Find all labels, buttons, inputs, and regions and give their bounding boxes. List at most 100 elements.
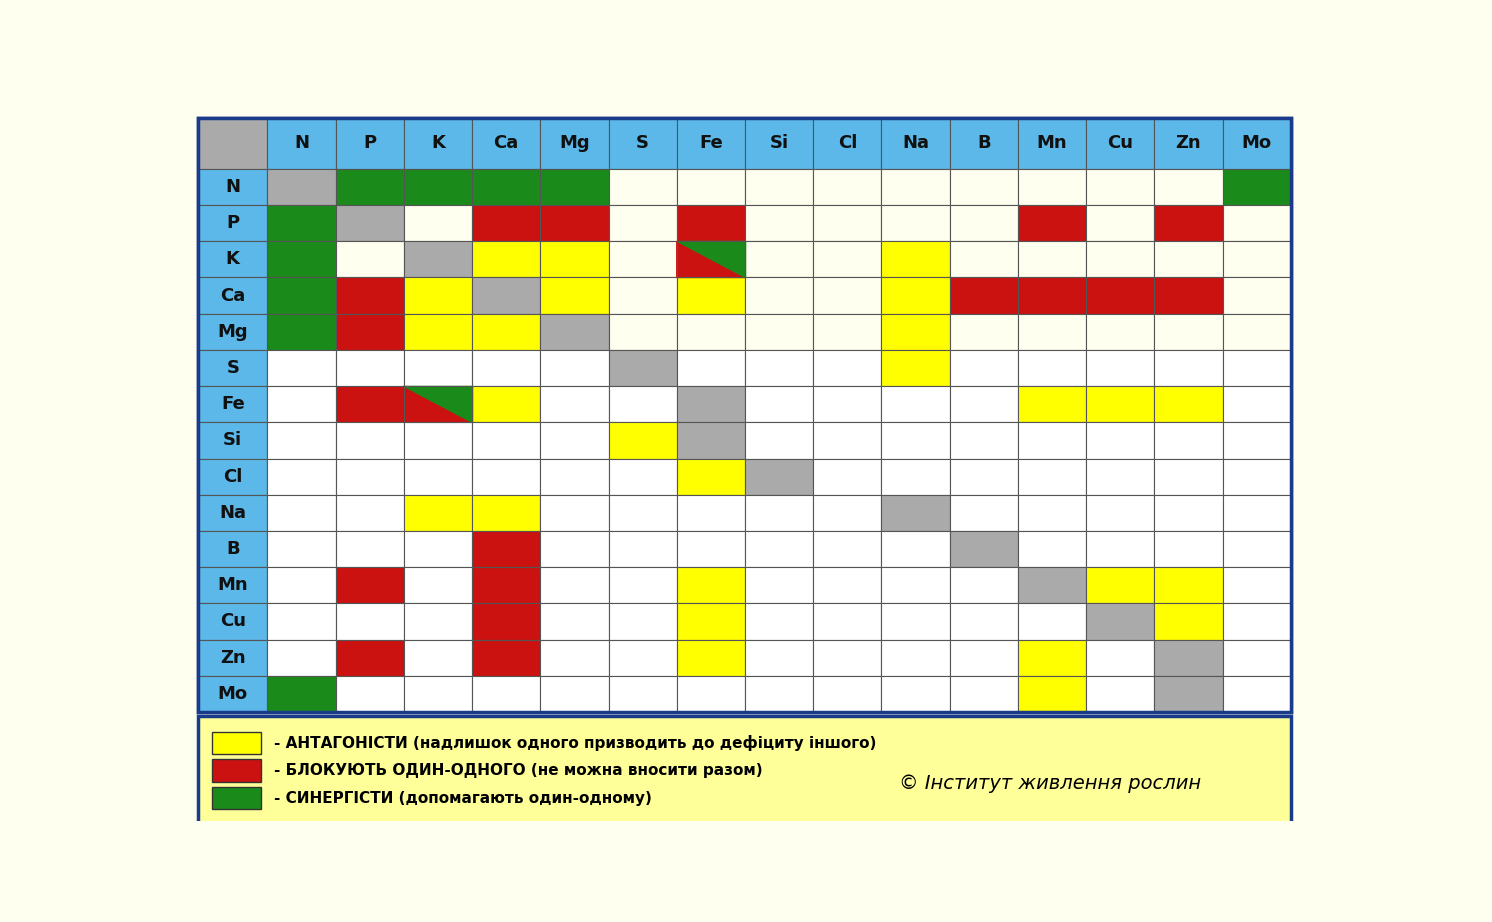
Bar	[882, 531, 949, 567]
Bar	[404, 567, 471, 603]
Text: Cu: Cu	[219, 612, 246, 631]
Bar	[336, 603, 404, 640]
Bar	[609, 640, 677, 676]
Bar	[267, 640, 336, 676]
Bar	[677, 313, 745, 349]
Bar	[540, 567, 609, 603]
Bar	[813, 676, 882, 712]
Bar	[404, 242, 471, 278]
Text: Mg: Mg	[560, 135, 589, 152]
Bar	[745, 205, 813, 242]
Bar	[813, 242, 882, 278]
Bar	[1222, 242, 1291, 278]
Text: S: S	[227, 359, 239, 377]
Text: Cu: Cu	[1107, 135, 1134, 152]
Bar	[677, 278, 745, 313]
Bar	[677, 567, 745, 603]
Bar	[1155, 495, 1222, 531]
Bar	[471, 422, 540, 458]
Bar	[1018, 567, 1086, 603]
Bar	[336, 242, 404, 278]
Bar	[1222, 531, 1291, 567]
Bar	[1018, 118, 1086, 169]
Bar	[745, 386, 813, 422]
Bar	[1086, 531, 1155, 567]
Bar	[609, 278, 677, 313]
Bar	[1086, 313, 1155, 349]
Bar	[882, 169, 949, 205]
Bar	[1086, 386, 1155, 422]
Bar	[404, 458, 471, 495]
Bar	[540, 169, 609, 205]
Bar	[471, 386, 540, 422]
Bar	[267, 531, 336, 567]
Bar	[882, 495, 949, 531]
Bar	[471, 205, 540, 242]
Bar	[813, 278, 882, 313]
Bar	[198, 386, 267, 422]
Bar	[813, 386, 882, 422]
Bar	[336, 349, 404, 386]
Bar	[609, 531, 677, 567]
Bar	[1086, 495, 1155, 531]
Text: P: P	[363, 135, 376, 152]
Bar	[212, 786, 261, 810]
Bar	[1155, 278, 1222, 313]
Bar	[1155, 313, 1222, 349]
Bar	[540, 422, 609, 458]
Bar	[609, 242, 677, 278]
Bar	[882, 386, 949, 422]
Bar	[198, 349, 267, 386]
Bar	[471, 495, 540, 531]
Bar	[1155, 386, 1222, 422]
Bar	[540, 349, 609, 386]
Bar	[267, 386, 336, 422]
Bar	[198, 242, 267, 278]
Bar	[1222, 422, 1291, 458]
Bar	[745, 169, 813, 205]
Bar	[540, 640, 609, 676]
Bar	[404, 603, 471, 640]
Bar	[540, 242, 609, 278]
Text: Si: Si	[770, 135, 789, 152]
Bar	[404, 386, 471, 422]
Bar	[336, 313, 404, 349]
Bar	[882, 422, 949, 458]
Bar	[198, 118, 1291, 712]
Bar	[540, 118, 609, 169]
Bar	[677, 242, 745, 278]
Bar	[745, 242, 813, 278]
Bar	[609, 169, 677, 205]
Bar	[609, 567, 677, 603]
Bar	[1155, 458, 1222, 495]
Text: - АНТАГОНІСТИ (надлишок одного призводить до дефіциту іншого): - АНТАГОНІСТИ (надлишок одного призводит…	[275, 735, 877, 751]
Bar	[404, 386, 471, 422]
Polygon shape	[404, 386, 471, 422]
Bar	[540, 531, 609, 567]
Text: Zn: Zn	[1176, 135, 1201, 152]
Bar	[1155, 603, 1222, 640]
Text: K: K	[225, 251, 240, 268]
Bar	[267, 242, 336, 278]
Bar	[1018, 495, 1086, 531]
Bar	[949, 458, 1018, 495]
Bar	[267, 495, 336, 531]
Bar	[813, 205, 882, 242]
Text: - СИНЕРГІСТИ (допомагають один-одному): - СИНЕРГІСТИ (допомагають один-одному)	[275, 790, 652, 806]
Bar	[471, 278, 540, 313]
Bar	[1222, 118, 1291, 169]
Bar	[212, 732, 261, 754]
Text: Cl: Cl	[224, 467, 242, 486]
Text: N: N	[225, 178, 240, 196]
Bar	[745, 640, 813, 676]
Bar	[540, 386, 609, 422]
Bar	[677, 676, 745, 712]
Bar	[198, 567, 267, 603]
Bar	[609, 118, 677, 169]
Bar	[1222, 349, 1291, 386]
Bar	[267, 313, 336, 349]
Bar	[1086, 242, 1155, 278]
Bar	[1086, 349, 1155, 386]
Bar	[882, 242, 949, 278]
Bar	[882, 676, 949, 712]
